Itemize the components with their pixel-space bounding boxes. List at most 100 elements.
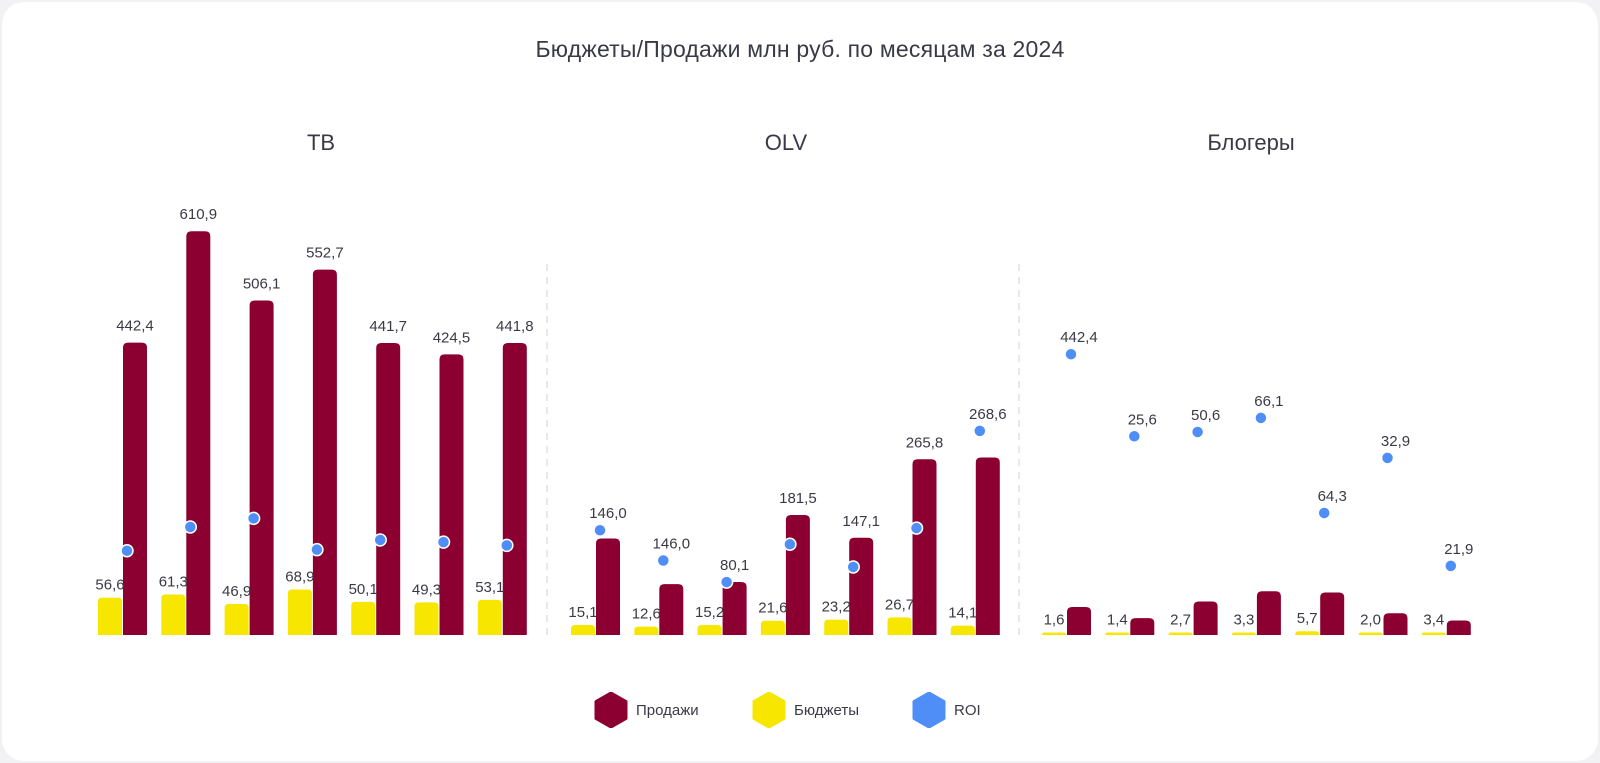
roi-point [1444,559,1458,573]
sales-bar [1446,620,1471,635]
budget-data-label: 61,3 [159,573,188,590]
sales-bar [502,342,527,635]
sales-bar [1193,601,1218,635]
budget-bar [697,624,722,635]
sales-bar [722,582,747,635]
budget-bar [571,625,595,635]
sales-data-label: 442,4 [116,318,154,335]
budget-data-label: 23,2 [822,599,851,616]
hexagon-icon [594,691,628,729]
roi-point [719,575,734,589]
sales-bar [439,354,464,635]
roi-point [373,533,387,547]
sales-data-label: 66,1 [1254,393,1283,410]
sales-data-label: 80,1 [720,557,749,574]
budget-bar [98,597,122,635]
budget-data-label: 15,1 [568,604,597,621]
sales-data-label: 181,5 [779,490,817,507]
sales-bar [659,584,684,635]
hexagon-icon [912,691,946,729]
sales-bar [912,459,937,635]
budget-bar [887,617,912,635]
budget-bar [1231,632,1256,635]
sales-bar [975,457,1000,635]
budget-data-label: 49,3 [412,581,441,598]
sales-data-label: 552,7 [306,245,344,262]
budget-data-label: 12,6 [632,606,661,623]
sales-data-label: 32,9 [1381,433,1410,450]
roi-point [783,537,797,552]
budget-bar [1168,632,1193,635]
budget-bar [1105,632,1130,635]
sales-data-label: 21,9 [1444,541,1473,558]
sales-bar [123,342,147,635]
legend-item-sales[interactable]: Продажи [594,691,699,729]
legend-label: Продажи [636,701,699,719]
roi-point [909,521,924,535]
sales-bar [1130,618,1155,635]
roi-point [1190,425,1205,439]
roi-point [593,523,607,537]
budget-bar [1042,632,1066,635]
sales-bar [1383,613,1408,635]
chart-plot: 56,6 442,4 61,3 610,9 46,9 506,1 68,9 552,7 50,1… [95,206,1473,638]
legend-item-budget[interactable]: Бюджеты [752,691,860,729]
sales-data-label: 50,6 [1191,407,1220,424]
budget-bar [477,599,502,635]
roi-point [500,538,514,553]
sales-bar [596,538,620,635]
sales-data-label: 442,4 [1060,329,1098,346]
budget-bar [161,594,186,635]
budget-bar [287,589,312,635]
sales-bar [1320,592,1345,635]
budget-data-label: 3,3 [1233,612,1254,629]
budget-data-label: 14,1 [948,605,977,622]
sales-data-label: 147,1 [842,513,880,530]
budget-data-label: 1,6 [1044,612,1065,629]
budget-data-label: 53,1 [475,579,504,596]
sales-bar [186,231,211,635]
budget-bar [1295,631,1320,635]
budget-bar [634,626,659,635]
budget-data-label: 3,4 [1423,612,1444,629]
sales-data-label: 146,0 [653,535,691,552]
roi-point [1064,347,1078,361]
budget-bar [824,619,849,635]
budget-bar [760,620,785,635]
sales-bar [1067,606,1091,635]
legend-label: ROI [954,701,981,719]
sales-data-label: 64,3 [1318,488,1347,505]
legend: Продажи Бюджеты ROI [2,691,1598,729]
roi-point [973,424,987,438]
panel-title-olv: OLV [764,130,808,155]
hexagon-icon [752,691,786,729]
sales-bar [249,300,274,635]
budget-data-label: 15,2 [695,604,724,621]
budget-bar [224,603,249,635]
roi-point [1317,506,1331,520]
roi-point [310,542,324,557]
budget-data-label: 50,1 [349,581,378,598]
legend-item-roi[interactable]: ROI [912,691,981,729]
sales-data-label: 268,6 [969,406,1007,423]
chart-title: Бюджеты/Продажи млн руб. по месяцам за 2… [535,36,1065,62]
roi-point [1127,429,1142,444]
roi-point [246,511,261,526]
roi-point [656,553,671,568]
sales-bar [376,343,401,635]
budget-bar [950,625,975,635]
panel-title-bloggers: Блогеры [1207,130,1295,155]
sales-data-label: 506,1 [243,275,281,292]
budget-data-label: 2,0 [1360,612,1381,629]
budget-data-label: 46,9 [222,583,251,600]
roi-point [183,520,198,534]
budget-bar [351,601,376,635]
sales-bar [1256,591,1281,635]
sales-data-label: 441,7 [369,318,407,335]
legend-label: Бюджеты [794,701,860,719]
budget-data-label: 68,9 [285,568,314,585]
budget-data-label: 2,7 [1170,612,1191,629]
sales-data-label: 146,0 [589,505,627,522]
budget-bar [1358,632,1383,635]
